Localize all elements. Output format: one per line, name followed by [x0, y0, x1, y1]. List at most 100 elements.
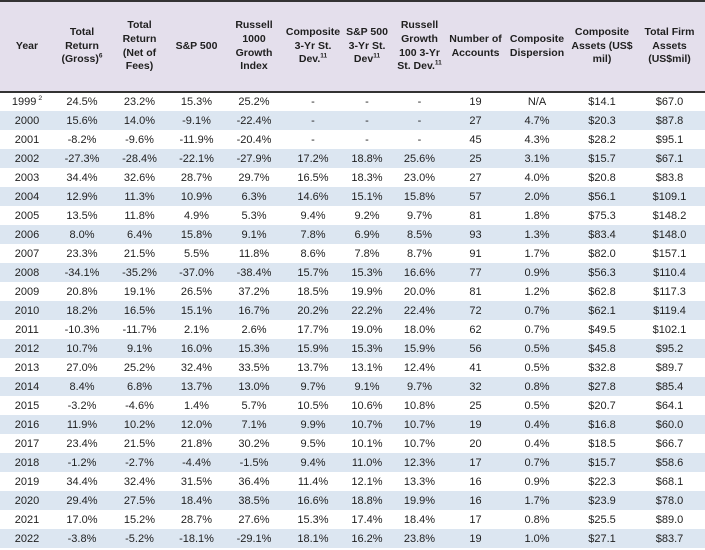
footnote-superscript: 11: [434, 59, 442, 67]
cell-year: 2009: [14, 285, 40, 298]
cell: 23.4%: [66, 437, 98, 450]
cell: 9.7%: [284, 377, 342, 396]
cell: 0.4%: [504, 415, 570, 434]
cell: -29.1%: [224, 529, 284, 548]
cell: $28.2: [588, 133, 616, 146]
cell: 13.3%: [403, 475, 436, 488]
cell: 10.7%: [403, 437, 436, 450]
cell: $82.0: [588, 247, 616, 260]
cell: 15.3%: [342, 263, 392, 282]
table-row: 2001 -8.2% -9.6% -11.9% -20.4% - - - 45 4.3% $28.2…: [0, 130, 705, 149]
cell: 23.0%: [403, 171, 436, 184]
cell: -20.4%: [236, 133, 272, 146]
cell: 25: [469, 399, 482, 412]
cell: -: [417, 96, 422, 108]
cell: 27.6%: [238, 513, 270, 526]
cell: 0.7%: [504, 453, 570, 472]
cell: 10.8%: [403, 399, 436, 412]
cell: 11.8%: [124, 209, 155, 222]
cell: 15.8%: [392, 187, 447, 206]
cell: 29.7%: [238, 171, 270, 184]
cell: 15.9%: [284, 339, 342, 358]
cell: 8.4%: [54, 377, 110, 396]
cell: 16: [447, 491, 504, 510]
cell: 15.3%: [180, 96, 213, 108]
cell: $83.4: [570, 225, 634, 244]
cell: 4.7%: [504, 111, 570, 130]
cell: -: [311, 96, 315, 108]
cell: 0.7%: [524, 323, 550, 336]
table-row: 2020 29.4% 27.5% 18.4% 38.5% 16.6% 18.8% 19.9% 1…: [0, 491, 705, 510]
table-row: 2015 -3.2% -4.6% 1.4% 5.7% 10.5% 10.6% 10.8% 25 0…: [0, 396, 705, 415]
cell: 17.4%: [351, 513, 383, 526]
cell: -8.2%: [67, 133, 97, 146]
cell: 41: [469, 361, 482, 374]
cell-year: 2018: [0, 453, 54, 472]
cell: 17.0%: [66, 513, 98, 526]
cell: 17: [447, 453, 504, 472]
cell: $109.1: [634, 187, 705, 206]
cell-year: 2016: [0, 415, 54, 434]
cell: 18.1%: [284, 529, 342, 548]
cell: 23.3%: [66, 247, 98, 260]
cell: 10.5%: [297, 399, 329, 412]
cell: 56: [447, 339, 504, 358]
cell: $16.8: [570, 415, 634, 434]
table-row: 2007 23.3% 21.5% 5.5% 11.8% 8.6% 7.8% 8.7% 91 1.7…: [0, 244, 705, 263]
cell: -9.1%: [169, 111, 224, 130]
table-row: 2010 18.2% 16.5% 15.1% 16.7% 20.2% 22.2% 22.4% 7…: [0, 301, 705, 320]
cell: 16.7%: [224, 301, 284, 320]
cell-year: 2014: [0, 377, 54, 396]
cell: 29.4%: [54, 491, 110, 510]
cell: $49.5: [588, 323, 616, 336]
cell: -5.2%: [110, 529, 169, 548]
cell: -28.4%: [110, 149, 169, 168]
cell: 9.7%: [392, 377, 447, 396]
cell: 91: [469, 247, 482, 260]
cell: 31.5%: [180, 475, 213, 488]
cell: 0.9%: [524, 475, 550, 488]
cell: 45: [469, 133, 482, 146]
cell: 1.7%: [504, 491, 570, 510]
cell: $20.7: [588, 399, 616, 412]
cell-year: 2013: [14, 361, 40, 374]
cell: 27: [469, 171, 482, 184]
cell: 10.7%: [392, 415, 447, 434]
cell: 8.7%: [406, 247, 433, 260]
column-header-label: S&P 500 3-Yr St. Dev: [346, 26, 388, 66]
cell: 22.2%: [342, 301, 392, 320]
cell: 22.4%: [392, 301, 447, 320]
cell: 13.7%: [297, 361, 329, 374]
cell: 18.5%: [297, 285, 329, 298]
cell-year: 2019: [14, 475, 40, 488]
cell: 16.6%: [284, 491, 342, 510]
cell: -3.2%: [67, 399, 97, 412]
cell: 14.6%: [284, 187, 342, 206]
cell: 26.5%: [180, 285, 213, 298]
cell: 57: [447, 187, 504, 206]
cell: 5.7%: [241, 399, 267, 412]
cell: 36.4%: [238, 475, 270, 488]
cell: 9.9%: [284, 415, 342, 434]
cell: 19: [469, 96, 482, 108]
column-header-russell-1000-growth-index: Russell 1000 Growth Index: [224, 0, 284, 93]
cell: 34.4%: [66, 475, 98, 488]
cell: $15.7: [570, 149, 634, 168]
cell: 21.5%: [123, 247, 156, 260]
cell: 20: [469, 437, 482, 450]
cell-year: 2001: [14, 133, 40, 146]
cell: 33.5%: [238, 361, 270, 374]
cell: $64.1: [655, 399, 684, 412]
cell: 17: [469, 513, 482, 526]
column-header-total-return-gross: Total Return (Gross)6: [54, 0, 110, 93]
cell: $62.1: [570, 301, 634, 320]
footnote-superscript: 6: [98, 52, 103, 60]
table-row: 2003 34.4% 32.6% 28.7% 29.7% 16.5% 18.3% 23.0% 2…: [0, 168, 705, 187]
table-row: 2017 23.4% 21.5% 21.8% 30.2% 9.5% 10.1% 10.7% 20…: [0, 434, 705, 453]
cell-year: 2003: [14, 171, 40, 184]
cell: 8.0%: [54, 225, 110, 244]
cell: 28.7%: [180, 513, 213, 526]
cell: 32.4%: [180, 361, 213, 374]
cell: 32.6%: [123, 171, 156, 184]
table-row: 2000 15.6% 14.0% -9.1% -22.4% - - -27 4.7% $20.3 $…: [0, 111, 705, 130]
